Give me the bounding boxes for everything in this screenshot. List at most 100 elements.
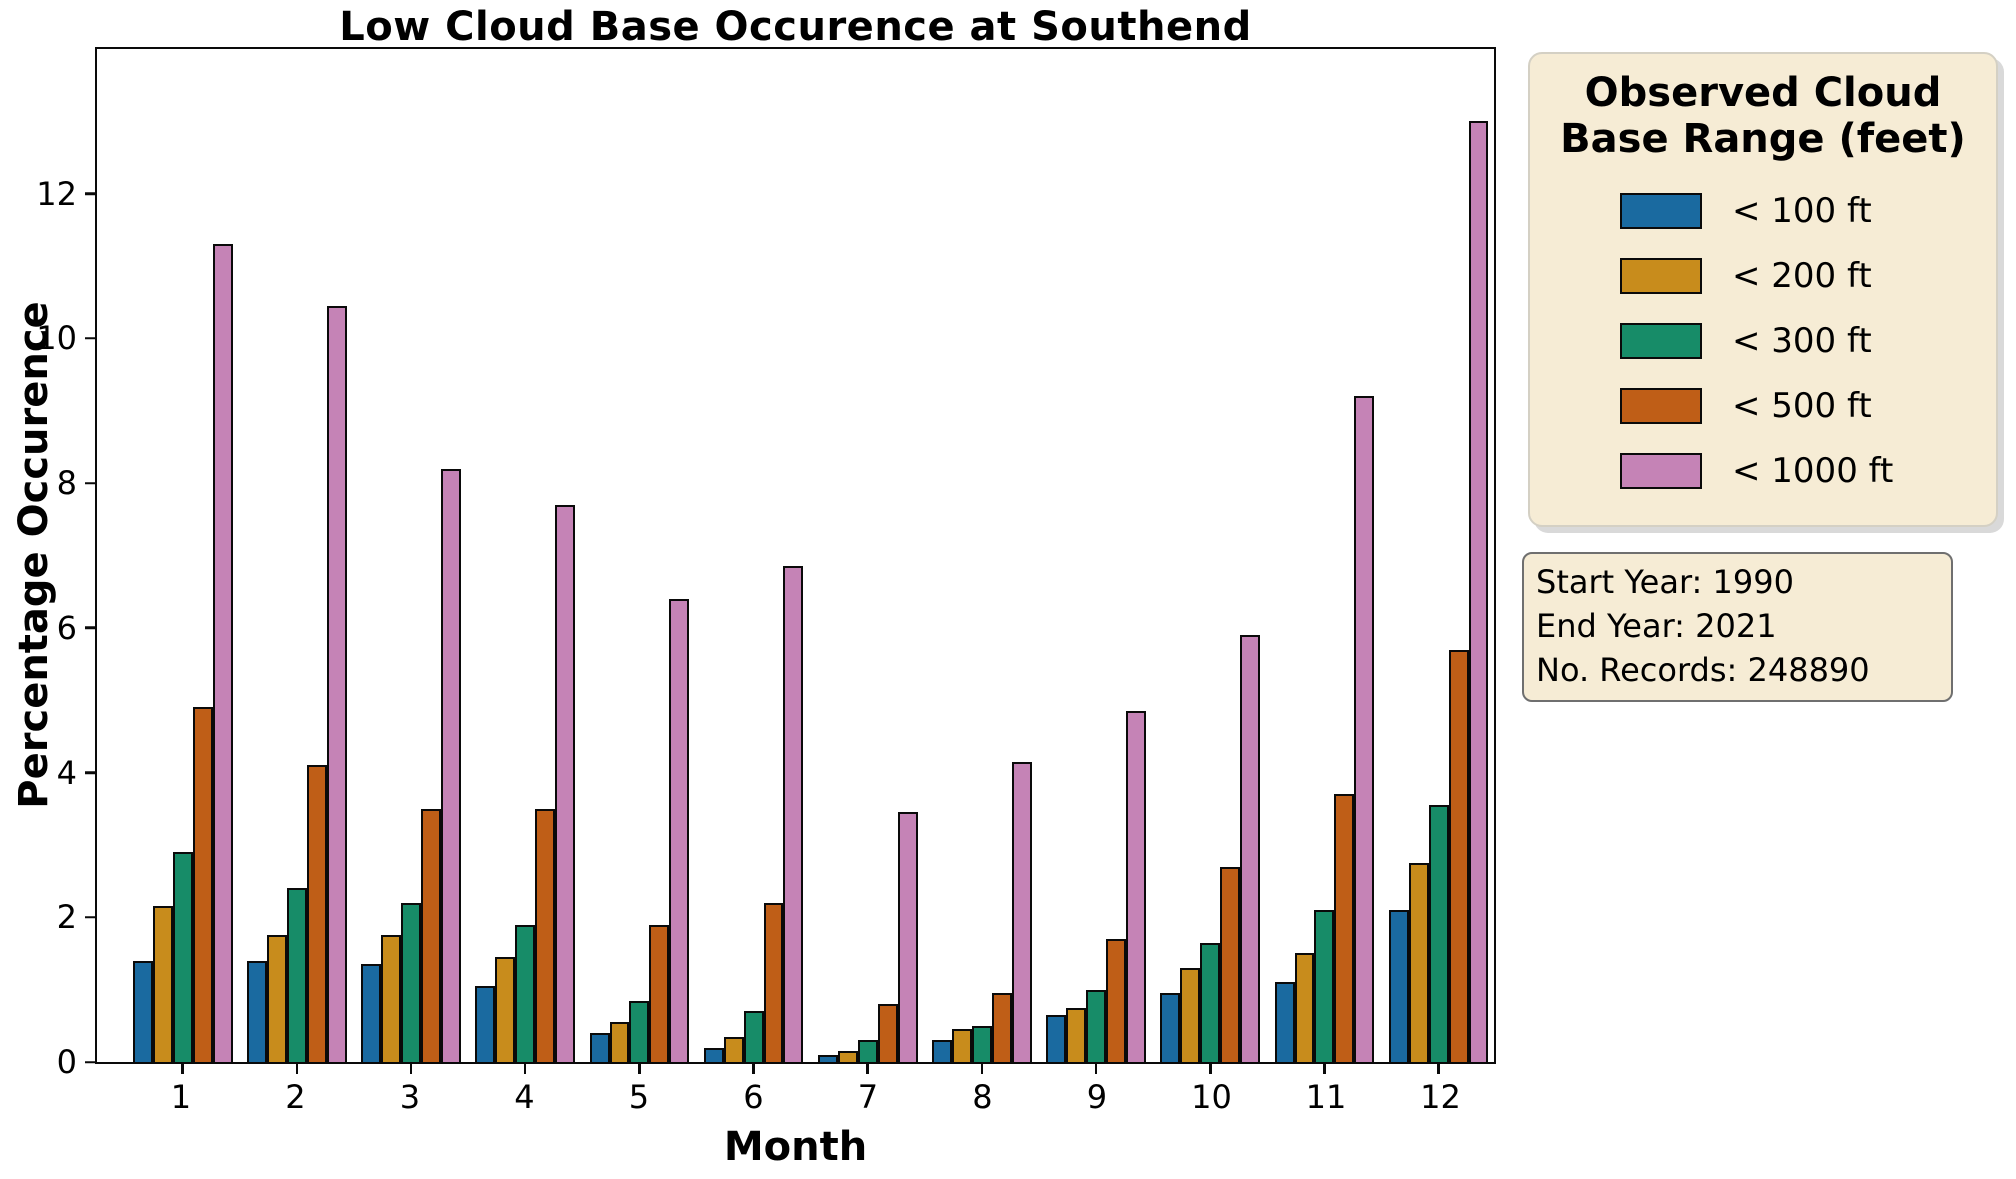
bar-m3-lt-100ft <box>361 964 382 1062</box>
bar-group-1 <box>132 49 233 1062</box>
y-axis-label: Percentage Occurence <box>11 301 57 809</box>
bar-group-5 <box>589 49 690 1062</box>
info-end-year: End Year: 2021 <box>1536 607 1777 645</box>
bar-group-8 <box>932 49 1032 1062</box>
x-tick-label-1: 1 <box>170 1078 192 1116</box>
bar-m1-lt-300ft <box>172 852 193 1062</box>
bar-m12-lt-300ft <box>1428 805 1449 1062</box>
legend-swatch-lt-200ft <box>1620 257 1702 294</box>
info-start-year: Start Year: 1990 <box>1536 563 1794 601</box>
x-tick-mark-3 <box>409 1062 413 1074</box>
bar-m7-lt-1000ft <box>897 812 918 1062</box>
bar-group-10 <box>1160 49 1261 1062</box>
y-tick-mark-6 <box>85 626 97 630</box>
bar-m4-lt-200ft <box>495 957 516 1062</box>
legend-swatch-lt-500ft <box>1620 387 1702 424</box>
bar-m9-lt-300ft <box>1086 989 1107 1062</box>
bar-m4-lt-500ft <box>535 808 556 1062</box>
x-tick-mark-9 <box>1094 1062 1098 1074</box>
bar-m7-lt-300ft <box>857 1040 878 1062</box>
bar-m10-lt-200ft <box>1180 967 1201 1062</box>
bar-m2-lt-1000ft <box>326 305 347 1062</box>
y-tick-mark-0 <box>85 1060 97 1064</box>
month-group-2 <box>240 49 354 1062</box>
y-tick-label-0: 0 <box>56 1043 77 1081</box>
legend-items: < 100 ft < 200 ft < 300 ft < 500 ft < 1000 f… <box>1530 178 1996 503</box>
month-group-1 <box>126 49 240 1062</box>
bar-m8-lt-300ft <box>971 1025 992 1062</box>
month-group-8 <box>925 49 1039 1062</box>
bar-m6-lt-1000ft <box>783 566 804 1062</box>
x-tick-mark-12 <box>1437 1062 1440 1074</box>
bar-m3-lt-500ft <box>421 808 441 1062</box>
month-group-4 <box>468 49 582 1062</box>
x-tick-label-12: 12 <box>1420 1078 1461 1116</box>
bar-m9-lt-100ft <box>1046 1014 1067 1062</box>
legend-item-label-lt-300ft: < 300 ft <box>1732 320 1872 361</box>
bar-group-9 <box>1046 49 1146 1062</box>
bar-group-4 <box>475 49 576 1062</box>
bar-m3-lt-1000ft <box>440 468 461 1062</box>
bar-m5-lt-100ft <box>589 1033 610 1062</box>
x-tick-mark-7 <box>866 1062 869 1074</box>
bar-m10-lt-500ft <box>1220 866 1241 1062</box>
bar-m8-lt-200ft <box>952 1029 972 1062</box>
x-tick-mark-6 <box>752 1062 755 1074</box>
x-tick-label-6: 6 <box>743 1078 764 1116</box>
bar-m11-lt-1000ft <box>1354 396 1375 1062</box>
legend-swatch-lt-300ft <box>1620 322 1702 359</box>
bars-region <box>126 49 1496 1062</box>
bar-m6-lt-200ft <box>723 1036 744 1062</box>
bar-m5-lt-200ft <box>609 1022 630 1062</box>
legend-item-lt-1000ft: < 1000 ft <box>1530 438 1996 503</box>
bar-m12-lt-500ft <box>1448 649 1469 1062</box>
bar-group-6 <box>703 49 804 1062</box>
bar-m11-lt-200ft <box>1294 953 1315 1062</box>
month-group-3 <box>354 49 468 1062</box>
bar-m4-lt-100ft <box>475 986 496 1062</box>
x-tick-label-9: 9 <box>1086 1078 1108 1116</box>
legend-swatch-lt-1000ft <box>1620 452 1702 489</box>
y-tick-mark-4 <box>85 771 97 774</box>
bar-m1-lt-500ft <box>192 707 213 1062</box>
y-tick-label-2: 2 <box>56 898 77 937</box>
x-tick-marks <box>126 1062 1496 1074</box>
y-tick-label-4: 4 <box>56 753 77 792</box>
x-tick-label-8: 8 <box>972 1078 993 1116</box>
legend-item-lt-200ft: < 200 ft <box>1530 243 1996 308</box>
y-tick-mark-2 <box>85 916 97 919</box>
plot-area: 0 2 4 6 8 10 12 <box>36 47 1496 1078</box>
bar-m11-lt-300ft <box>1314 910 1335 1062</box>
legend-item-label-lt-1000ft: < 1000 ft <box>1732 450 1894 491</box>
legend-item-lt-100ft: < 100 ft <box>1530 178 1996 243</box>
x-tick-label-5: 5 <box>628 1078 650 1116</box>
month-group-7 <box>811 49 925 1062</box>
bar-m12-lt-100ft <box>1388 910 1409 1062</box>
bar-m10-lt-300ft <box>1200 942 1221 1062</box>
bar-group-2 <box>247 49 347 1062</box>
bar-m2-lt-100ft <box>247 960 267 1062</box>
legend-title: Observed Cloud Base Range (feet) <box>1530 70 1996 162</box>
bar-group-3 <box>361 49 461 1062</box>
month-group-10 <box>1153 49 1267 1062</box>
bar-m8-lt-100ft <box>932 1040 953 1062</box>
bar-group-11 <box>1274 49 1375 1062</box>
bar-m3-lt-200ft <box>381 935 402 1062</box>
info-no-records: No. Records: 248890 <box>1536 651 1870 689</box>
y-tick-mark-8 <box>85 481 97 485</box>
bar-m2-lt-500ft <box>306 765 327 1062</box>
x-tick-mark-5 <box>638 1062 641 1074</box>
bar-m4-lt-300ft <box>515 924 536 1062</box>
legend-swatch-lt-100ft <box>1620 192 1702 229</box>
month-group-9 <box>1039 49 1153 1062</box>
bar-m7-lt-200ft <box>837 1051 858 1062</box>
legend-item-lt-300ft: < 300 ft <box>1530 308 1996 373</box>
bar-m10-lt-1000ft <box>1240 635 1261 1062</box>
bar-m9-lt-1000ft <box>1126 711 1146 1062</box>
month-group-5 <box>582 49 696 1062</box>
bar-m4-lt-1000ft <box>555 504 576 1062</box>
x-tick-label-2: 2 <box>285 1078 306 1116</box>
bar-m11-lt-100ft <box>1274 982 1295 1062</box>
bar-m10-lt-100ft <box>1160 993 1181 1062</box>
